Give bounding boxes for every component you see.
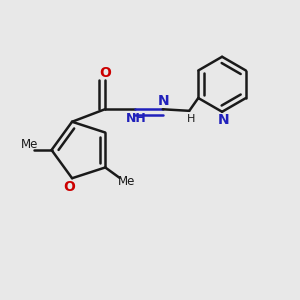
Text: NH: NH [126,112,146,124]
Text: N: N [218,113,230,127]
Text: O: O [63,180,75,194]
Text: Me: Me [21,138,39,151]
Text: Me: Me [118,175,135,188]
Text: H: H [187,114,195,124]
Text: O: O [99,66,111,80]
Text: N: N [158,94,169,109]
